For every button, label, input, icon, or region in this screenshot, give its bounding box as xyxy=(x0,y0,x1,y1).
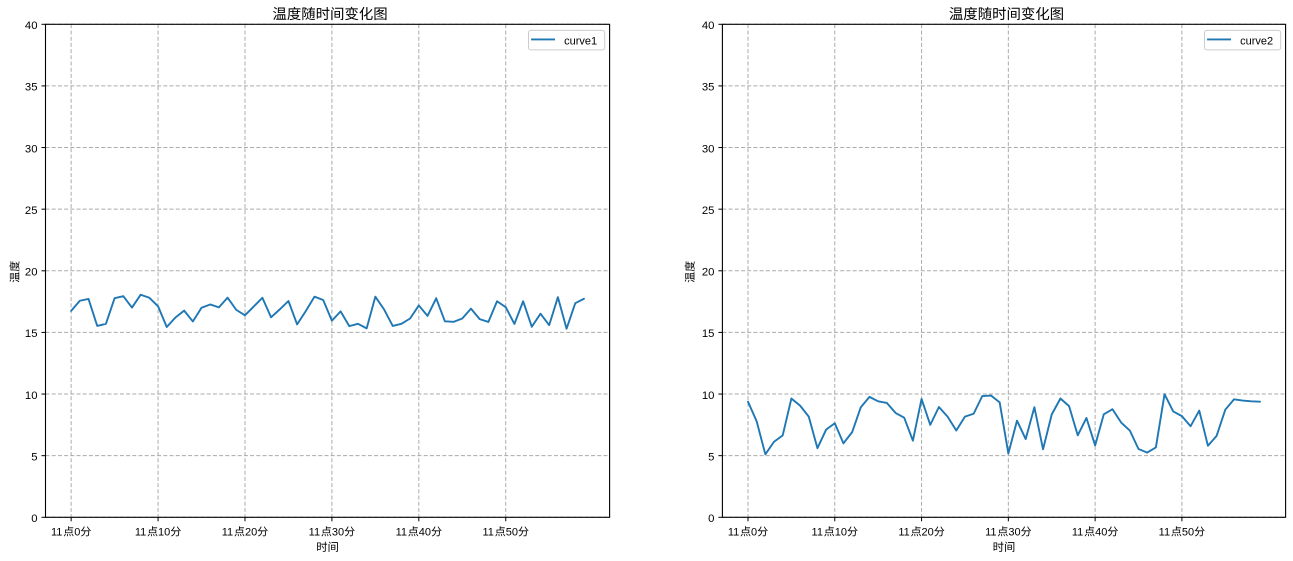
svg-text:15: 15 xyxy=(25,328,38,340)
svg-text:30: 30 xyxy=(25,143,38,155)
svg-text:20: 20 xyxy=(702,267,715,279)
svg-text:0: 0 xyxy=(31,513,37,525)
svg-text:5: 5 xyxy=(708,451,714,463)
svg-text:curve2: curve2 xyxy=(1240,35,1273,47)
svg-text:30: 30 xyxy=(702,143,715,155)
svg-text:11: 11 xyxy=(985,527,996,539)
svg-text:11: 11 xyxy=(728,527,739,539)
svg-text:0: 0 xyxy=(708,513,714,525)
svg-text:11: 11 xyxy=(1072,527,1083,539)
svg-text:20: 20 xyxy=(245,527,257,539)
svg-text:25: 25 xyxy=(702,205,715,217)
svg-text:50: 50 xyxy=(1182,527,1194,539)
svg-text:10: 10 xyxy=(25,390,38,402)
svg-text:40: 40 xyxy=(702,20,715,32)
svg-text:20: 20 xyxy=(922,527,934,539)
svg-text:11: 11 xyxy=(309,527,320,539)
svg-text:0: 0 xyxy=(751,527,757,539)
svg-text:50: 50 xyxy=(506,527,518,539)
svg-text:11: 11 xyxy=(222,527,233,539)
svg-text:11: 11 xyxy=(135,527,146,539)
svg-text:5: 5 xyxy=(31,451,37,463)
svg-text:40: 40 xyxy=(25,20,38,32)
svg-text:11: 11 xyxy=(483,527,494,539)
svg-text:30: 30 xyxy=(1008,527,1020,539)
svg-text:10: 10 xyxy=(158,527,170,539)
svg-text:11: 11 xyxy=(51,527,62,539)
svg-text:40: 40 xyxy=(419,527,431,539)
svg-text:25: 25 xyxy=(25,205,38,217)
svg-text:30: 30 xyxy=(332,527,344,539)
svg-text:15: 15 xyxy=(702,328,715,340)
svg-text:35: 35 xyxy=(25,82,38,94)
svg-text:10: 10 xyxy=(702,390,715,402)
svg-text:35: 35 xyxy=(702,82,715,94)
svg-text:10: 10 xyxy=(835,527,847,539)
svg-text:20: 20 xyxy=(25,267,38,279)
svg-text:11: 11 xyxy=(1159,527,1170,539)
svg-text:0: 0 xyxy=(74,527,80,539)
svg-text:40: 40 xyxy=(1095,527,1107,539)
svg-text:11: 11 xyxy=(812,527,823,539)
svg-text:11: 11 xyxy=(396,527,407,539)
svg-text:curve1: curve1 xyxy=(564,35,597,47)
svg-text:11: 11 xyxy=(898,527,909,539)
